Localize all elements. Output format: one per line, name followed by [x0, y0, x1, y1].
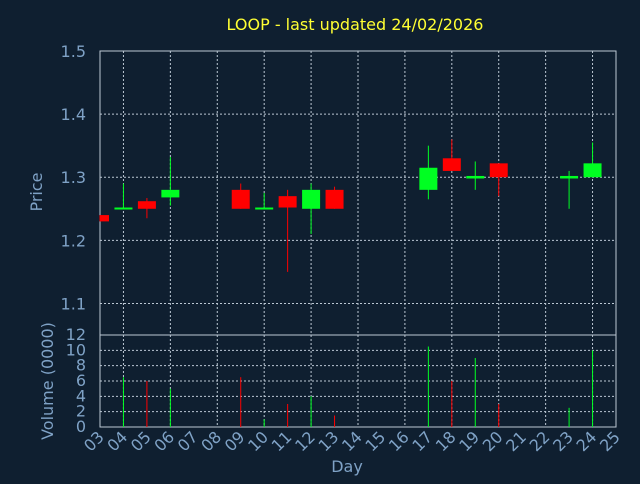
candle-body — [100, 215, 109, 222]
price-tick-label: 1.1 — [61, 294, 86, 313]
volume-panel: 0246810120304050607080910111213141516171… — [66, 325, 624, 455]
volume-tick-label: 6 — [76, 371, 86, 390]
price-tick-label: 1.3 — [61, 168, 86, 187]
candle-body — [466, 175, 485, 179]
volume-tick-label: 4 — [76, 386, 86, 405]
volume-tick-label: 10 — [66, 340, 86, 359]
price-tick-label: 1.5 — [61, 42, 86, 61]
x-tick-label: 25 — [596, 427, 624, 455]
price-axis-label: Price — [27, 172, 46, 211]
candle-body — [137, 201, 156, 209]
candle-body — [302, 189, 321, 209]
price-panel: 1.1 1.2 1.3 1.4 1.5 — [61, 42, 617, 336]
volume-tick-label: 12 — [66, 325, 86, 344]
candle-body — [560, 175, 579, 179]
candle-body — [442, 158, 461, 171]
candle-body — [161, 189, 180, 198]
candle-body — [583, 163, 602, 178]
x-axis-label: Day — [331, 457, 363, 476]
candle-body — [489, 163, 508, 178]
candle-body — [255, 207, 274, 210]
chart-title: LOOP - last updated 24/02/2026 — [227, 15, 484, 34]
candle-body — [325, 189, 344, 209]
candle-body — [278, 196, 297, 208]
candle-body — [419, 167, 438, 190]
candle-body — [114, 207, 133, 210]
volume-tick-label: 2 — [76, 402, 86, 421]
volume-tick-label: 0 — [76, 417, 86, 436]
price-tick-label: 1.2 — [61, 231, 86, 250]
candle-body — [231, 189, 250, 209]
volume-axis-label: Volume (0000) — [38, 322, 57, 440]
price-tick-label: 1.4 — [61, 105, 86, 124]
volume-tick-label: 8 — [76, 356, 86, 375]
